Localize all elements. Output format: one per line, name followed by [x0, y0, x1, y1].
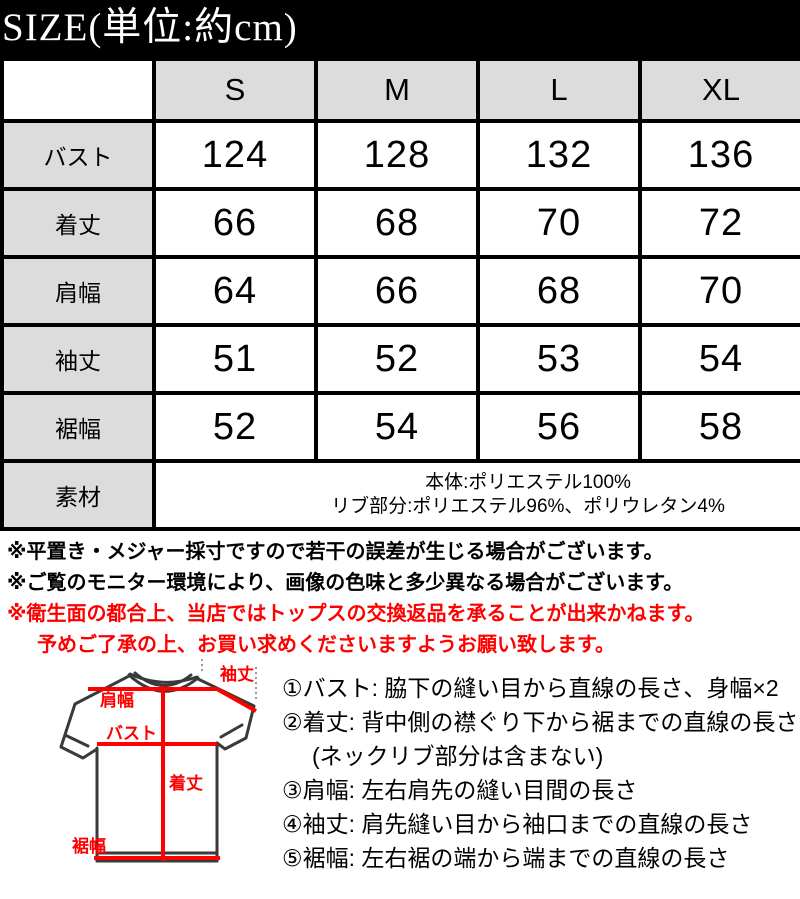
- size-header-row: S M L XL: [0, 57, 800, 123]
- material-line-2: リブ部分:ポリエステル96%、ポリウレタン4%: [331, 496, 725, 517]
- row-label-hem: 裾幅: [0, 391, 156, 463]
- size-value-cell: 128: [314, 119, 480, 191]
- size-value-cell: 68: [476, 255, 642, 327]
- size-value-cell: 68: [314, 187, 480, 259]
- diagram-label-bust: バスト: [106, 724, 157, 743]
- material-line-1: 本体:ポリエステル100%: [425, 472, 631, 493]
- measurement-explanations: ①バスト: 脇下の縫い目から直線の長さ、身幅×2 ②着丈: 背中側の襟ぐり下から…: [282, 671, 799, 875]
- size-value-cell: 136: [638, 119, 800, 191]
- size-col-header-l: L: [476, 57, 642, 123]
- size-value-cell: 58: [638, 391, 800, 463]
- tshirt-diagram-svg: 袖丈 肩幅 バスト 着丈 裾幅: [59, 659, 257, 863]
- explanation-line-5: ⑤裾幅: 左右裾の端から端までの直線の長さ: [282, 845, 730, 871]
- table-row-shoulder: 肩幅 64 66 68 70: [0, 255, 800, 327]
- size-table: S M L XL バスト 124 128 132 136 着丈 66 68 70…: [0, 57, 800, 531]
- tshirt-diagram: 袖丈 肩幅 バスト 着丈 裾幅: [30, 658, 290, 899]
- row-label-bust: バスト: [0, 119, 156, 191]
- explanation-line-3: ③肩幅: 左右肩先の縫い目間の長さ: [282, 777, 638, 803]
- size-value-cell: 70: [476, 187, 642, 259]
- diagram-label-shoulder: 肩幅: [100, 690, 134, 710]
- material-value-cell: 本体:ポリエステル100% リブ部分:ポリエステル96%、ポリウレタン4%: [152, 459, 800, 531]
- size-value-cell: 64: [152, 255, 318, 327]
- size-col-header-m: M: [314, 57, 480, 123]
- table-row-length: 着丈 66 68 70 72: [0, 187, 800, 259]
- size-col-header-xl: XL: [638, 57, 800, 123]
- note-line: ※ご覧のモニター環境により、画像の色味と多少異なる場合がございます。: [7, 572, 684, 594]
- size-value-cell: 54: [638, 323, 800, 395]
- size-value-cell: 132: [476, 119, 642, 191]
- corner-cell: [0, 57, 156, 123]
- note-line-warning: ※衛生面の都合上、当店ではトップスの交換返品を承ることが出来かねます。: [7, 603, 705, 625]
- size-value-cell: 53: [476, 323, 642, 395]
- table-row-bust: バスト 124 128 132 136: [0, 119, 800, 191]
- size-value-cell: 54: [314, 391, 480, 463]
- size-value-cell: 124: [152, 119, 318, 191]
- note-line: ※平置き・メジャー採寸ですので若干の誤差が生じる場合がございます。: [7, 541, 664, 563]
- diagram-label-sleeve: 袖丈: [220, 664, 254, 684]
- size-value-cell: 56: [476, 391, 642, 463]
- table-row-hem: 裾幅 52 54 56 58: [0, 391, 800, 463]
- size-value-cell: 66: [152, 187, 318, 259]
- explanation-line-2: ②着丈: 背中側の襟ぐり下から裾までの直線の長さ: [282, 709, 799, 735]
- tshirt-outline: [59, 671, 256, 863]
- note-line-warning: 予めご了承の上、お買い求めくださいますようお願い致します。: [37, 634, 615, 656]
- page-title: SIZE(単位:約cm): [0, 0, 800, 57]
- size-value-cell: 70: [638, 255, 800, 327]
- row-label-length: 着丈: [0, 187, 156, 259]
- notes-block: ※平置き・メジャー採寸ですので若干の誤差が生じる場合がございます。 ※ご覧のモニ…: [7, 537, 797, 661]
- size-value-cell: 66: [314, 255, 480, 327]
- size-value-cell: 72: [638, 187, 800, 259]
- explanation-line-2b: (ネックリブ部分は含まない): [312, 743, 604, 769]
- size-value-cell: 51: [152, 323, 318, 395]
- measurement-lines: [88, 686, 257, 861]
- size-value-cell: 52: [314, 323, 480, 395]
- explanation-line-4: ④袖丈: 肩先縫い目から袖口までの直線の長さ: [282, 811, 753, 837]
- row-label-material: 素材: [0, 459, 156, 531]
- row-label-shoulder: 肩幅: [0, 255, 156, 327]
- row-label-sleeve: 袖丈: [0, 323, 156, 395]
- size-col-header-s: S: [152, 57, 318, 123]
- guide-dotted-lines: [201, 659, 257, 700]
- diagram-label-hem: 裾幅: [72, 836, 106, 856]
- table-row-sleeve: 袖丈 51 52 53 54: [0, 323, 800, 395]
- size-value-cell: 52: [152, 391, 318, 463]
- explanation-line-1: ①バスト: 脇下の縫い目から直線の長さ、身幅×2: [282, 675, 779, 701]
- sleeve-line: [216, 687, 257, 713]
- diagram-label-length: 着丈: [168, 773, 203, 793]
- table-row-material: 素材 本体:ポリエステル100% リブ部分:ポリエステル96%、ポリウレタン4%: [0, 459, 800, 531]
